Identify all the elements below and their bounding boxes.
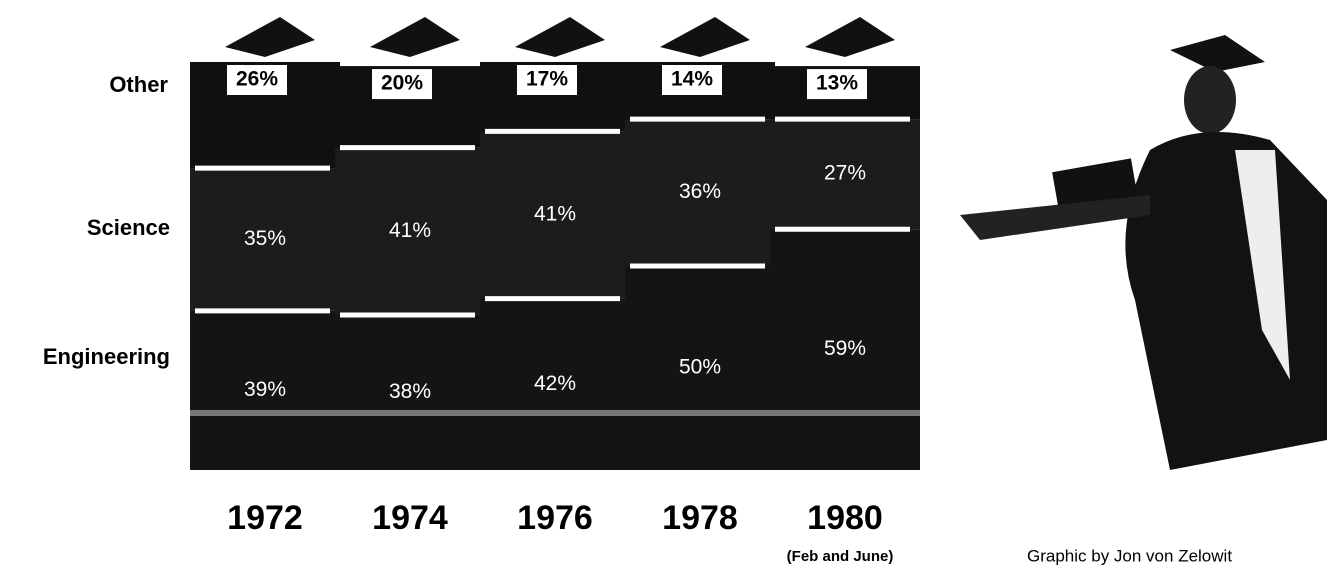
hem-pattern	[770, 410, 920, 416]
hem-pattern	[480, 410, 630, 416]
cap	[805, 17, 895, 57]
hem-pattern	[625, 410, 775, 416]
x-tick-label: 1972	[227, 499, 303, 537]
value-label: 36%	[679, 180, 721, 203]
row-label: Science	[87, 215, 170, 240]
value-label: 27%	[824, 162, 866, 185]
value-label: 14%	[671, 68, 713, 91]
x-tick-label: 1980	[807, 499, 883, 537]
value-label: 26%	[236, 68, 278, 91]
cap	[515, 17, 605, 57]
cap	[225, 17, 315, 57]
value-label: 35%	[244, 227, 286, 250]
value-label: 42%	[534, 372, 576, 395]
category-note: (Feb and June)	[787, 548, 894, 565]
row-label: Other	[109, 72, 168, 97]
value-label: 38%	[389, 380, 431, 403]
value-label: 17%	[526, 68, 568, 91]
value-label: 20%	[381, 72, 423, 95]
row-label: Engineering	[43, 344, 170, 369]
hem-pattern	[335, 410, 485, 416]
credit: Graphic by Jon von Zelowit	[1027, 546, 1232, 565]
x-tick-label: 1976	[517, 499, 593, 537]
cap	[370, 17, 460, 57]
hem-pattern	[190, 410, 340, 416]
value-label: 39%	[244, 378, 286, 401]
value-label: 13%	[816, 72, 858, 95]
x-tick-label: 1974	[372, 499, 448, 537]
value-label: 41%	[389, 219, 431, 242]
x-tick-label: 1978	[662, 499, 738, 537]
cap	[660, 17, 750, 57]
value-label: 59%	[824, 337, 866, 360]
chart: Other Science Engineering (Feb and June)…	[0, 0, 1327, 574]
value-label: 50%	[679, 356, 721, 379]
value-label: 41%	[534, 203, 576, 226]
graduate-figure	[960, 35, 1327, 470]
